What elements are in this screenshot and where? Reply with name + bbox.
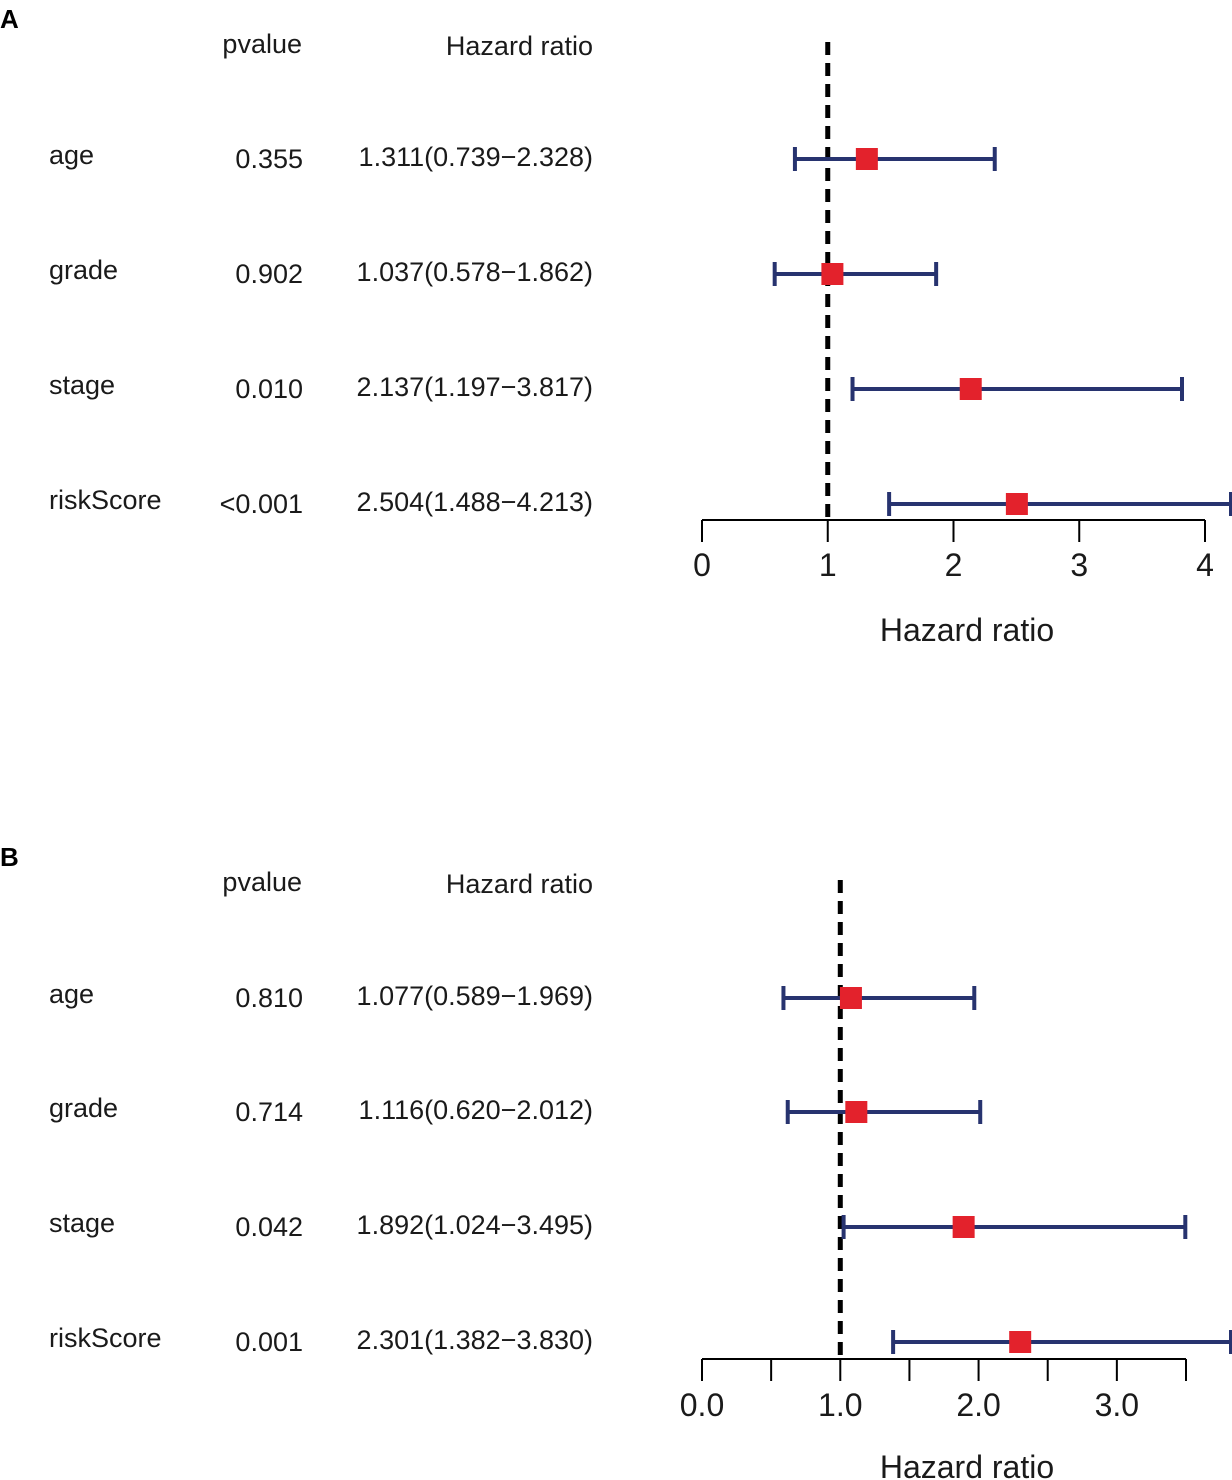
row-hazard-ratio-text: 1.077(0.589−1.969) xyxy=(357,981,593,1011)
x-tick-label: 4 xyxy=(1196,547,1214,583)
hazard-ratio-point xyxy=(952,1216,975,1238)
row-pvalue: 0.001 xyxy=(235,1327,303,1357)
panel-label-B: B xyxy=(0,842,19,872)
row-pvalue: <0.001 xyxy=(220,489,303,519)
x-tick-label: 2 xyxy=(945,547,963,583)
hazard-ratio-point xyxy=(1005,493,1028,515)
row-pvalue: 0.810 xyxy=(235,983,303,1013)
row-pvalue: 0.902 xyxy=(235,259,303,289)
x-tick-label: 1.0 xyxy=(818,1387,862,1423)
row-label: age xyxy=(49,140,94,170)
row-pvalue: 0.355 xyxy=(235,144,303,174)
x-axis-label: Hazard ratio xyxy=(880,1449,1054,1480)
hazard-ratio-point xyxy=(1009,1331,1032,1353)
column-header-hazard-ratio: Hazard ratio xyxy=(446,31,593,61)
row-label: riskScore xyxy=(49,485,162,515)
column-header-pvalue: pvalue xyxy=(222,29,302,59)
row-hazard-ratio-text: 2.301(1.382−3.830) xyxy=(357,1325,593,1355)
row-pvalue: 0.010 xyxy=(235,374,303,404)
row-pvalue: 0.714 xyxy=(235,1097,303,1127)
x-tick-label: 2.0 xyxy=(956,1387,1000,1423)
hazard-ratio-point xyxy=(839,987,862,1009)
x-tick-label: 3.0 xyxy=(1095,1387,1139,1423)
row-label: grade xyxy=(49,255,118,285)
column-header-hazard-ratio: Hazard ratio xyxy=(446,869,593,899)
row-hazard-ratio-text: 2.504(1.488−4.213) xyxy=(357,487,593,517)
x-tick-label: 1 xyxy=(819,547,837,583)
row-label: riskScore xyxy=(49,1323,162,1353)
x-tick-label: 0 xyxy=(693,547,711,583)
row-hazard-ratio-text: 1.892(1.024−3.495) xyxy=(357,1210,593,1240)
row-pvalue: 0.042 xyxy=(235,1212,303,1242)
row-label: stage xyxy=(49,370,115,400)
row-hazard-ratio-text: 1.311(0.739−2.328) xyxy=(359,142,593,172)
row-hazard-ratio-text: 1.037(0.578−1.862) xyxy=(357,257,593,287)
row-hazard-ratio-text: 1.116(0.620−2.012) xyxy=(359,1095,593,1125)
row-label: grade xyxy=(49,1093,118,1123)
row-label: age xyxy=(49,979,94,1009)
column-header-pvalue: pvalue xyxy=(222,867,302,897)
x-tick-label: 0.0 xyxy=(680,1387,724,1423)
x-axis-label: Hazard ratio xyxy=(880,612,1054,648)
panel-label-A: A xyxy=(0,4,19,34)
hazard-ratio-point xyxy=(855,148,878,170)
row-label: stage xyxy=(49,1208,115,1238)
row-hazard-ratio-text: 2.137(1.197−3.817) xyxy=(357,372,593,402)
x-tick-label: 3 xyxy=(1070,547,1088,583)
hazard-ratio-point xyxy=(959,378,982,400)
hazard-ratio-point xyxy=(845,1101,868,1123)
hazard-ratio-point xyxy=(821,263,844,285)
